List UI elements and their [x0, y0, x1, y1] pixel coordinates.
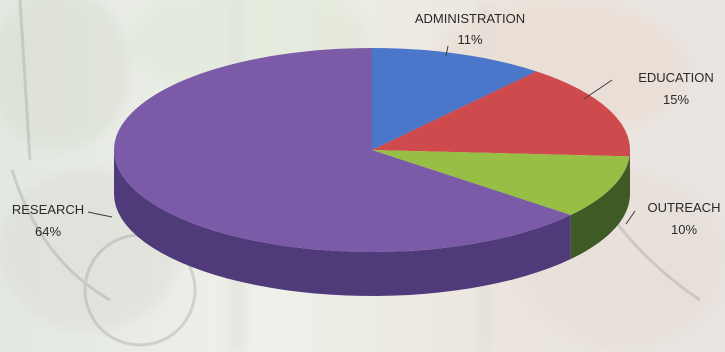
slice-value-administration: 11%	[457, 32, 482, 47]
leader-line-administration	[445, 45, 449, 57]
slice-label-administration: ADMINISTRATION	[415, 11, 525, 26]
pie-slice-administration	[372, 48, 537, 150]
slice-value-education: 15%	[663, 92, 689, 107]
slice-value-research: 64%	[35, 224, 61, 239]
slice-label-education: EDUCATION	[638, 70, 714, 85]
leader-line-education	[583, 79, 613, 100]
slice-value-outreach: 10%	[671, 222, 697, 237]
pie-tops	[114, 48, 630, 252]
pie-side-education	[629, 150, 630, 201]
leader-line-research	[87, 211, 113, 218]
pie-side-research	[114, 150, 571, 296]
pie-labels: ADMINISTRATION 11% EDUCATION 15% OUTREACH 10%…	[12, 11, 721, 239]
pie-slice-education	[372, 71, 630, 157]
leader-line-outreach	[625, 210, 636, 225]
pie-side-outreach	[570, 156, 630, 260]
slice-label-research: RESEARCH	[12, 202, 84, 217]
slice-label-outreach: OUTREACH	[648, 200, 721, 215]
pie-sides	[114, 150, 630, 296]
pie-slice-outreach	[372, 150, 630, 216]
pie-slice-research	[114, 48, 571, 252]
